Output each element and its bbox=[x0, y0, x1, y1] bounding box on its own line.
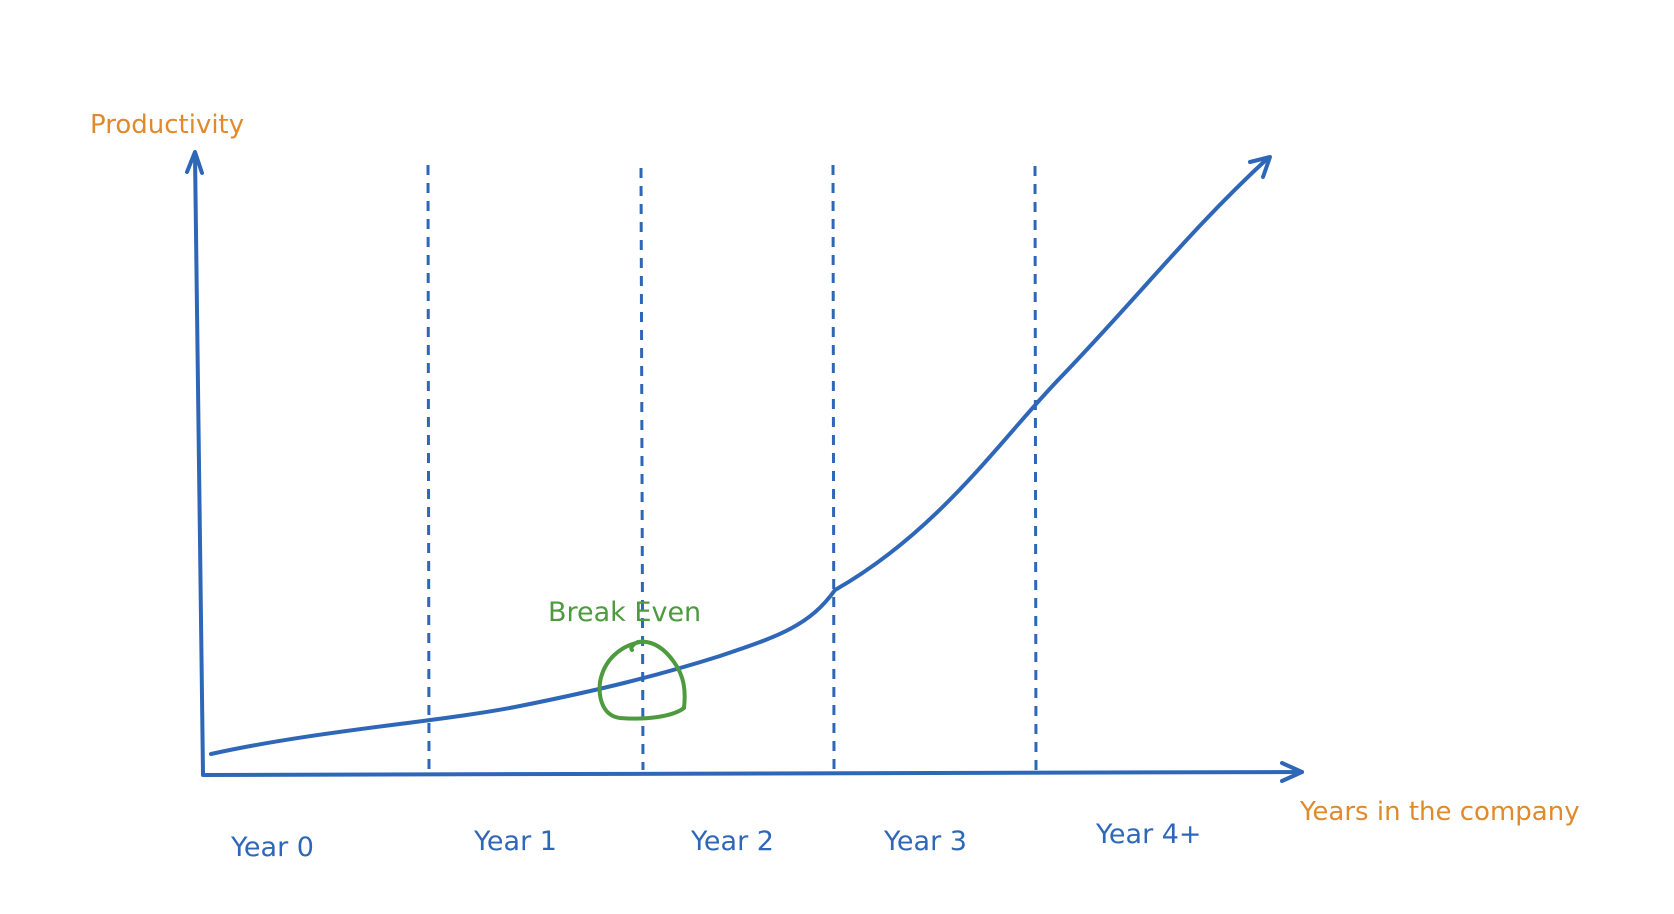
x-axis bbox=[201, 761, 1304, 783]
productivity-curve bbox=[209, 155, 1272, 756]
y-axis bbox=[185, 150, 205, 776]
y-axis-line bbox=[193, 153, 205, 776]
year-divider-1 bbox=[426, 164, 431, 771]
productivity-curve-arrowhead bbox=[1248, 155, 1272, 179]
year-label-4: Year 4+ bbox=[1095, 819, 1202, 850]
year-label-3: Year 3 bbox=[883, 826, 967, 857]
year-divider-4 bbox=[1033, 165, 1038, 771]
y-axis-arrowhead bbox=[185, 150, 204, 175]
break-even-label: Break Even bbox=[548, 597, 701, 628]
year-label-0: Year 0 bbox=[230, 832, 314, 863]
productivity-curve-line bbox=[209, 156, 1270, 756]
year-divider-3 bbox=[831, 164, 836, 771]
year-dividers bbox=[426, 164, 1038, 771]
year-label-2: Year 2 bbox=[690, 826, 774, 857]
year-label-1: Year 1 bbox=[473, 826, 557, 857]
x-axis-arrowhead bbox=[1280, 761, 1304, 783]
y-axis-label: Productivity bbox=[90, 110, 244, 140]
x-axis-label: Years in the company bbox=[1299, 797, 1580, 827]
break-even-circle bbox=[597, 639, 687, 721]
x-axis-line bbox=[201, 770, 1304, 777]
